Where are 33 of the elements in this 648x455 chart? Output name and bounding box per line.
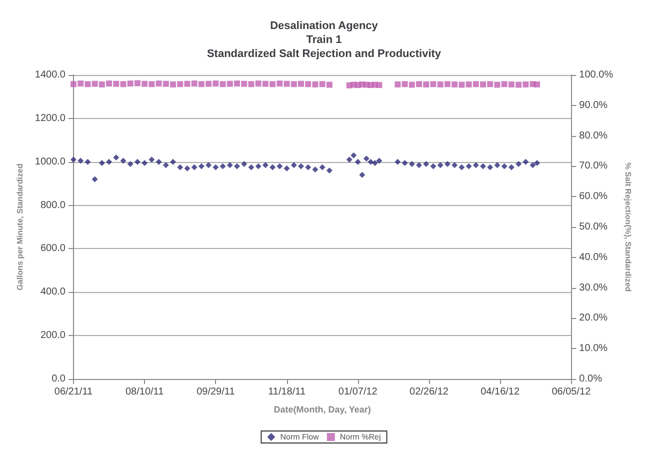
x-tick-label: 06/05/12 (552, 386, 592, 398)
y2-tick-label: 70.0% (579, 160, 608, 172)
x-tick-label: 06/21/11 (54, 386, 94, 398)
x-axis-title: Date(Month, Day, Year) (274, 404, 371, 414)
y-tick-label: 800.0 (40, 200, 66, 211)
y2-tick-label: 10.0% (579, 343, 608, 354)
y-tick-label: 0.0 (52, 374, 66, 384)
y2-axis-title: % Salt Rejection(%), Standardized (624, 162, 632, 292)
x-tick-label: 02/26/12 (410, 386, 449, 398)
y-tick-label: 200.0 (40, 330, 66, 342)
y-tick-label: 1000.0 (34, 156, 66, 168)
y-tick-label: 1400.0 (34, 70, 66, 80)
x-tick-label: 09/29/11 (196, 386, 236, 398)
y2-tick-label: 50.0% (579, 222, 608, 232)
x-tick-label: 08/10/11 (125, 386, 164, 398)
y-tick-label: 1200.0 (34, 112, 66, 124)
y-tick-label: 600.0 (40, 243, 66, 254)
y2-tick-label: 20.0% (579, 312, 608, 324)
y-tick-label: 400.0 (40, 286, 66, 298)
x-tick-label: 01/07/12 (338, 386, 378, 398)
legend-label: Norm %Rej (340, 432, 382, 442)
y2-tick-label: 0.0% (579, 374, 602, 384)
chart-title: Desalination Agency Train 1 Standardized Salt Rejection and Productivity (206, 20, 442, 60)
y2-tick-label: 40.0% (579, 252, 608, 263)
y2-tick-label: 60.0% (579, 191, 608, 202)
y2-tick-label: 90.0% (579, 100, 608, 111)
x-tick-label: 04/16/12 (480, 386, 520, 398)
legend-label: Norm Flow (280, 432, 320, 442)
y2-tick-label: 30.0% (579, 282, 608, 294)
y-axis-title: Gallons per Minute, Standardized (16, 164, 24, 290)
y2-tick-label: 80.0% (579, 130, 608, 142)
y2-tick-label: 100.0% (579, 70, 614, 80)
x-tick-label: 11/18/11 (268, 386, 306, 398)
